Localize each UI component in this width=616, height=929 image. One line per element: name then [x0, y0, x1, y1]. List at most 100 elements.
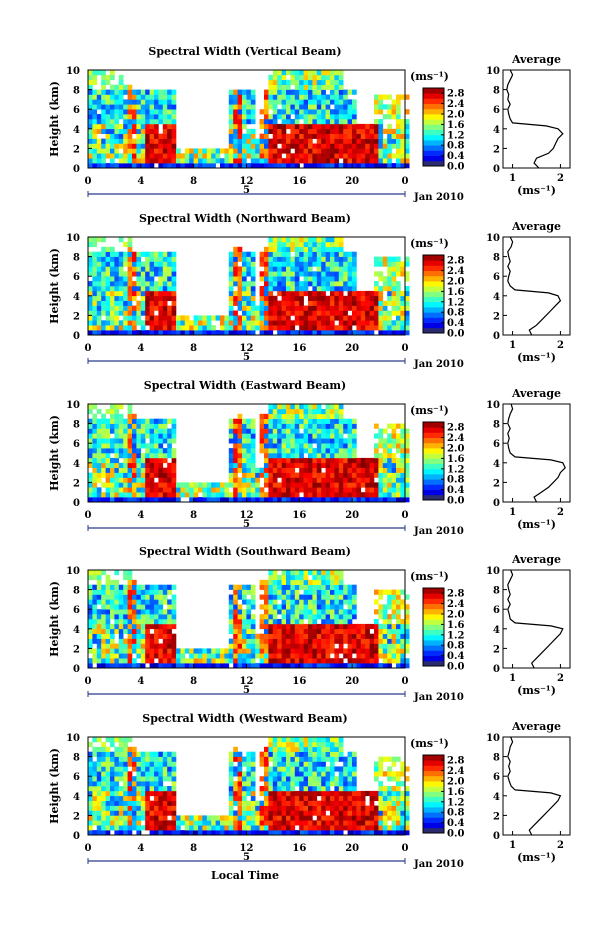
heatmap-cell	[154, 614, 159, 620]
heatmap-cell	[250, 158, 256, 164]
heatmap-cell	[237, 830, 243, 836]
heatmap-cell	[308, 623, 313, 630]
heatmap-cell	[347, 453, 353, 459]
heatmap-cell	[325, 310, 331, 316]
heatmap-cell	[277, 281, 282, 287]
heatmap-cell	[272, 148, 278, 154]
heatmap-cell	[334, 648, 340, 654]
heatmap-cell	[255, 153, 260, 159]
heatmap-cell	[378, 143, 384, 149]
heatmap-cell	[118, 295, 124, 301]
heatmap-cell	[167, 482, 172, 488]
heatmap-cell	[338, 99, 344, 105]
heatmap-cell	[127, 477, 133, 483]
heatmap-cell	[110, 477, 115, 483]
heatmap-cell	[290, 570, 296, 576]
heatmap-cell	[220, 497, 225, 503]
heatmap-cell	[114, 315, 120, 321]
average-y-tick-label: 4	[493, 625, 500, 636]
heatmap-cell	[145, 128, 150, 134]
heatmap-cell	[114, 830, 120, 836]
heatmap-cell	[132, 756, 137, 762]
heatmap-cell	[184, 648, 190, 654]
heatmap-cell	[105, 781, 111, 787]
heatmap-cell	[369, 295, 375, 301]
heatmap-cell	[123, 295, 128, 301]
heatmap-cell	[228, 438, 234, 444]
heatmap-cell	[277, 315, 282, 321]
heatmap-cell	[96, 638, 102, 644]
heatmap-cell	[118, 158, 124, 164]
heatmap-cell	[325, 589, 331, 595]
heatmap-cell	[268, 594, 274, 600]
heatmap-cell	[96, 433, 102, 439]
heatmap-cell	[360, 153, 366, 159]
heatmap-cell	[246, 467, 252, 473]
heatmap-cell	[110, 404, 115, 410]
heatmap-cell	[127, 825, 133, 831]
heatmap-cell	[88, 658, 93, 664]
heatmap-cell	[369, 163, 375, 169]
heatmap-cell	[136, 584, 142, 590]
heatmap-cell	[171, 428, 177, 434]
heatmap-cell	[145, 462, 150, 468]
heatmap-cell	[404, 310, 410, 316]
average-y-tick-label: 6	[493, 439, 500, 450]
heatmap-cell	[312, 589, 318, 595]
heatmap-cell	[338, 462, 344, 468]
heatmap-cell	[369, 123, 375, 130]
heatmap-cell	[127, 457, 133, 464]
heatmap-cell	[259, 443, 265, 449]
heatmap-cell	[325, 467, 331, 473]
heatmap-cell	[286, 614, 291, 620]
heatmap-cell	[316, 443, 322, 449]
heatmap-cell	[242, 163, 247, 169]
heatmap-cell	[391, 653, 397, 659]
heatmap-cell	[308, 408, 313, 415]
heatmap-cell	[167, 251, 172, 257]
heatmap-cell	[259, 623, 265, 630]
heatmap-cell	[264, 653, 269, 659]
heatmap-cell	[127, 594, 133, 600]
heatmap-cell	[272, 413, 278, 419]
heatmap-cell	[382, 138, 388, 144]
heatmap-cell	[105, 290, 111, 297]
heatmap-cell	[343, 453, 348, 459]
heatmap-cell	[118, 594, 124, 600]
heatmap-cell	[303, 148, 309, 154]
heatmap-cell	[242, 261, 247, 267]
heatmap-cell	[321, 663, 326, 669]
heatmap-cell	[127, 251, 133, 257]
heatmap-cell	[259, 153, 265, 159]
heatmap-cell	[140, 467, 146, 473]
heatmap-cell	[167, 453, 172, 459]
heatmap-cell	[118, 766, 124, 772]
heatmap-cell	[334, 589, 340, 595]
heatmap-cell	[88, 128, 93, 134]
heatmap-cell	[96, 315, 102, 321]
heatmap-cell	[321, 246, 326, 252]
heatmap-cell	[250, 133, 256, 139]
heatmap-cell	[154, 138, 159, 144]
heatmap-cell	[255, 158, 260, 164]
heatmap-cell	[158, 153, 164, 159]
heatmap-cell	[396, 114, 401, 120]
heatmap-cell	[96, 70, 102, 76]
heatmap-cell	[136, 776, 142, 782]
heatmap-cell	[268, 153, 274, 159]
heatmap-cell	[88, 408, 93, 415]
heatmap-cell	[325, 633, 331, 639]
heatmap-cell	[242, 438, 247, 444]
heatmap-cell	[268, 443, 274, 449]
heatmap-cell	[123, 128, 128, 134]
heatmap-cell	[237, 433, 243, 439]
heatmap-cell	[352, 457, 357, 464]
heatmap-cell	[303, 574, 309, 581]
heatmap-cell	[101, 648, 106, 654]
heatmap-cell	[158, 148, 164, 154]
heatmap-cell	[312, 104, 318, 110]
heatmap-cell	[391, 99, 397, 105]
heatmap-cell	[145, 761, 150, 767]
heatmap-cell	[334, 628, 340, 634]
heatmap-cell	[330, 487, 335, 493]
